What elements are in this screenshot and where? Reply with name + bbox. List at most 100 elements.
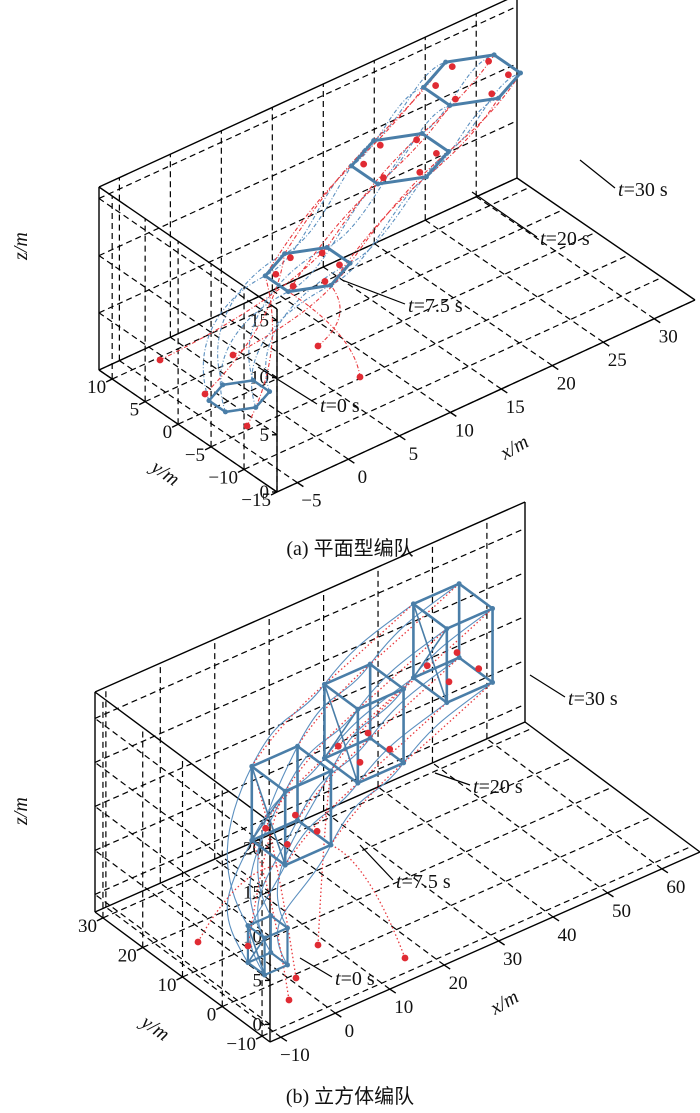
formation-vertex [490, 679, 496, 685]
formation-vertex [268, 913, 274, 919]
formation-cube-edge [251, 765, 286, 793]
agent-point [291, 811, 299, 819]
formation-vertex [262, 273, 268, 279]
grid-line [94, 893, 271, 1025]
x-tick-label: 5 [409, 444, 419, 465]
initial-point [356, 373, 364, 381]
y-tick-mark [204, 446, 212, 451]
agent-point [272, 270, 280, 278]
formation-vertex [444, 700, 450, 706]
formation-vertex [355, 706, 361, 712]
agent-point [360, 160, 368, 168]
trajectory-red [287, 291, 361, 378]
agent-point [313, 827, 321, 835]
trajectory-red [159, 247, 328, 361]
formation-hexagon [349, 131, 451, 186]
annotation-leader [257, 366, 318, 405]
agent-point [475, 665, 483, 673]
x-tick-mark [297, 482, 304, 488]
chart-b-caption: (b) 立方体编队 [285, 1086, 415, 1108]
y-tick-label: 20 [118, 945, 137, 966]
x-tick-label: 10 [455, 420, 474, 441]
formation-cube-edge [412, 676, 448, 704]
formation-vertex [443, 59, 449, 65]
agent-point [488, 90, 496, 98]
trajectory-blue [276, 681, 493, 966]
chart-panel-a: −5 0 5 10 15 20 25 30 10 5 0 −5 −10 −15 0 5 10 15 x/m y/m z/… [0, 0, 700, 530]
formation-vertex [401, 686, 407, 692]
x-tick-label: 30 [503, 949, 522, 970]
formation-cube-edge [264, 926, 288, 940]
formation-vertex [401, 760, 407, 766]
formation-hexagon [262, 245, 353, 294]
formation-cube-edge [412, 582, 460, 606]
initial-point [285, 996, 293, 1004]
trajectory-blue [257, 657, 460, 953]
agent-point [286, 254, 294, 262]
x-tick-mark [334, 1012, 342, 1018]
formation-vertex [206, 398, 212, 404]
formation-vertex [262, 972, 268, 978]
x-tick-label: 20 [449, 973, 468, 994]
x-tick-mark [551, 364, 559, 371]
formation-cube-edge [412, 602, 448, 630]
chart-b-svg: −1001020304050603020100−1005101520x/my/m… [10, 501, 700, 1066]
x-tick-mark [443, 964, 451, 970]
trajectory-blue [257, 583, 460, 916]
x-tick-label: 20 [557, 374, 576, 395]
agent-point [433, 149, 440, 157]
formation-vertex [268, 950, 274, 956]
agent-point [376, 141, 384, 149]
annotation-leader [299, 957, 333, 978]
grid-line [98, 312, 278, 436]
annotation-label: t=0 s [335, 968, 375, 990]
formation-cube-edge [247, 914, 272, 927]
grid-line [243, 276, 663, 470]
trajectory-red [264, 87, 424, 277]
initial-point [292, 974, 300, 982]
axis-box-edge [98, 186, 278, 310]
formation-vertex [490, 606, 496, 612]
formation-vertex [285, 289, 291, 295]
x-tick-mark [498, 940, 505, 946]
formation-cube-edge [284, 769, 332, 793]
formation-cube-edge [323, 662, 371, 686]
x-tick-mark [449, 411, 457, 417]
trajectory-red [251, 603, 414, 767]
formation-cube-edge [369, 663, 405, 691]
formation-vertex [491, 52, 497, 58]
agent-point [432, 82, 440, 89]
formation-vertex [284, 962, 290, 968]
agent-point [452, 95, 459, 103]
axis-box-edge [94, 691, 271, 823]
grid-line [119, 360, 298, 484]
formation-vertex [249, 763, 255, 769]
y-tick-label: 0 [207, 1005, 217, 1026]
agent-point [386, 745, 394, 753]
formation-vertex [282, 251, 288, 257]
initial-point [244, 942, 252, 950]
trajectory-red [204, 253, 286, 395]
agent-point [356, 758, 364, 766]
x-tick-mark [552, 916, 560, 922]
grid-line [159, 882, 336, 1014]
chart-panel-b: −1001020304050603020100−1005101520x/my/m… [0, 501, 700, 1075]
formation-vertex [282, 788, 288, 794]
grid-line [424, 219, 604, 343]
trajectory-blue [249, 628, 448, 939]
formation-vertex [295, 817, 301, 823]
initial-point [156, 356, 164, 364]
formation-cube-brace [412, 628, 448, 679]
agent-point [485, 57, 493, 65]
formation-cube-edge [247, 961, 266, 976]
formation-vertex [253, 404, 259, 410]
x-tick-label: 40 [558, 925, 577, 946]
formation-vertex [250, 377, 256, 383]
x-tick-mark [661, 868, 669, 874]
annotation-label: t=0 s [320, 395, 360, 417]
x-tick-mark [389, 988, 397, 994]
formation-vertex [262, 935, 268, 941]
axis-box-edge [524, 721, 700, 853]
grid-line [373, 243, 553, 367]
initial-point [201, 390, 209, 398]
